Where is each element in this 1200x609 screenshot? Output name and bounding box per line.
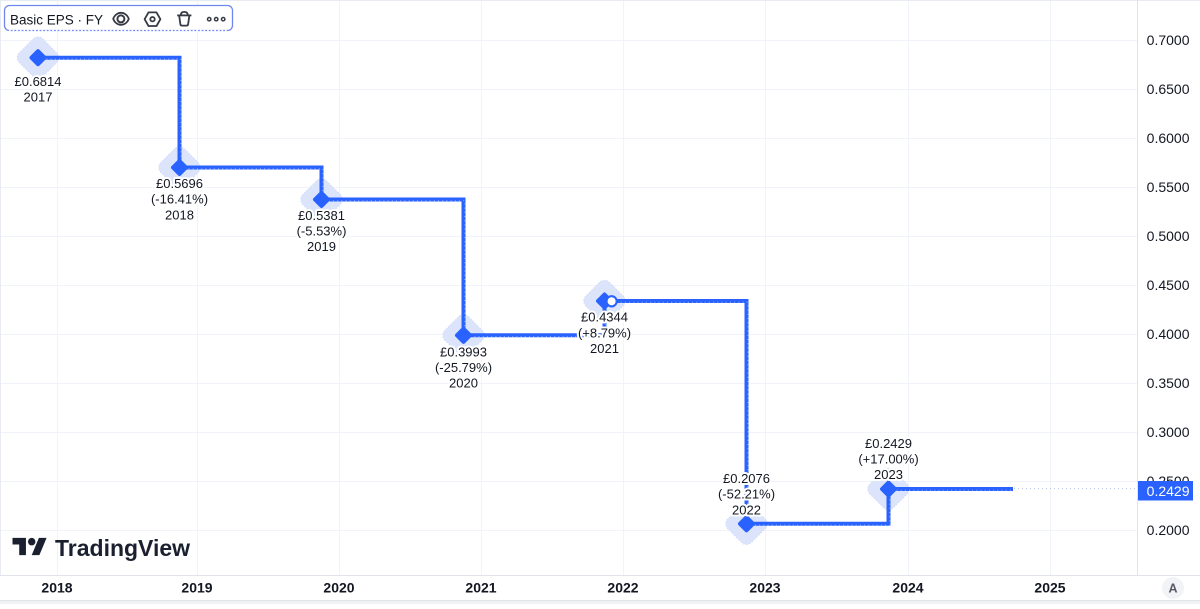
svg-text:£0.2076: £0.2076 — [723, 471, 770, 486]
svg-text:£0.5696: £0.5696 — [156, 176, 203, 191]
svg-text:0.5500: 0.5500 — [1147, 179, 1190, 195]
svg-text:2020: 2020 — [323, 580, 354, 596]
svg-text:0.2000: 0.2000 — [1147, 522, 1190, 538]
svg-text:2020: 2020 — [449, 376, 478, 391]
svg-text:2019: 2019 — [307, 239, 336, 254]
svg-text:2022: 2022 — [732, 502, 761, 517]
svg-text:Basic EPS · FY: Basic EPS · FY — [10, 12, 103, 27]
svg-text:0.4000: 0.4000 — [1147, 326, 1190, 342]
svg-text:£0.6814: £0.6814 — [15, 74, 62, 89]
svg-text:(-5.53%): (-5.53%) — [297, 224, 347, 239]
svg-text:A: A — [1168, 582, 1177, 596]
svg-text:0.3000: 0.3000 — [1147, 424, 1190, 440]
svg-text:2022: 2022 — [607, 580, 638, 596]
svg-text:2025: 2025 — [1034, 580, 1065, 596]
svg-text:(+17.00%): (+17.00%) — [858, 452, 918, 467]
svg-text:2017: 2017 — [24, 90, 53, 105]
svg-text:£0.2429: £0.2429 — [865, 436, 912, 451]
svg-text:2018: 2018 — [41, 580, 72, 596]
svg-text:£0.3993: £0.3993 — [440, 344, 487, 359]
svg-text:£0.4344: £0.4344 — [581, 310, 628, 325]
svg-text:0.3500: 0.3500 — [1147, 375, 1190, 391]
svg-text:2018: 2018 — [165, 207, 194, 222]
svg-text:0.6500: 0.6500 — [1147, 81, 1190, 97]
svg-text:TradingView: TradingView — [55, 535, 190, 561]
svg-text:2021: 2021 — [590, 341, 619, 356]
svg-text:(-16.41%): (-16.41%) — [151, 192, 208, 207]
svg-text:2024: 2024 — [892, 580, 923, 596]
svg-text:0.2429: 0.2429 — [1147, 483, 1190, 499]
svg-text:0.5000: 0.5000 — [1147, 228, 1190, 244]
svg-text:(-52.21%): (-52.21%) — [718, 487, 775, 502]
svg-text:2023: 2023 — [749, 580, 780, 596]
svg-text:2021: 2021 — [465, 580, 496, 596]
svg-text:0.7000: 0.7000 — [1147, 32, 1190, 48]
svg-text:0.6000: 0.6000 — [1147, 130, 1190, 146]
svg-text:2023: 2023 — [874, 467, 903, 482]
svg-text:£0.5381: £0.5381 — [298, 208, 345, 223]
svg-text:(+8.79%): (+8.79%) — [578, 325, 631, 340]
svg-text:0.4500: 0.4500 — [1147, 277, 1190, 293]
svg-text:(-25.79%): (-25.79%) — [435, 360, 492, 375]
svg-text:2019: 2019 — [181, 580, 212, 596]
